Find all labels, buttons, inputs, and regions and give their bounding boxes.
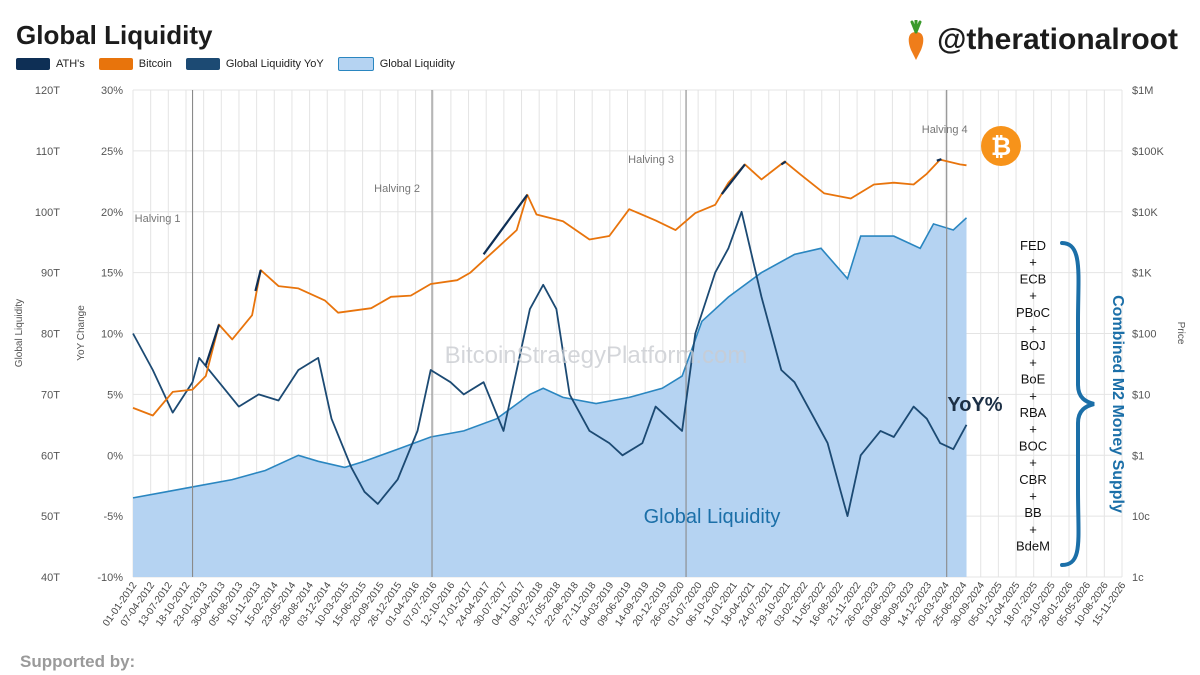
liquidity-tick-label: 80T: [41, 329, 60, 341]
legend-swatch-ath: [16, 58, 50, 70]
yoy-axis-title: YoY Change: [76, 305, 87, 361]
m2-label: Combined M2 Money Supply: [1109, 295, 1126, 513]
handle-text: @therationalroot: [937, 23, 1178, 56]
central-bank-label: BdeM: [1016, 539, 1050, 554]
axes: 40T -10% 1c 50T -5% 10c 60T 0% $1 70T 5% $10 80T 10% $…: [14, 85, 1186, 629]
plus-sign: +: [1029, 522, 1037, 537]
author-handle: @therationalroot: [903, 20, 1178, 60]
central-bank-label: ECB: [1020, 271, 1047, 286]
legend-swatch-bitcoin: [98, 58, 133, 70]
yoy-tick-label: 5%: [107, 389, 123, 401]
liquidity-tick-label: 60T: [41, 450, 60, 462]
yoy-line: [132, 210, 968, 517]
liquidity-fill: [133, 217, 967, 578]
legend-item-yoy[interactable]: Global Liquidity YoY: [185, 58, 324, 70]
legend-item-liquidity[interactable]: Global Liquidity: [337, 57, 455, 71]
yoy-tick-label: 10%: [101, 329, 123, 341]
central-bank-label: FED: [1020, 238, 1046, 253]
legend-item-bitcoin[interactable]: Bitcoin: [98, 58, 172, 70]
price-tick-label: $100K: [1132, 146, 1164, 158]
yoy-tick-label: 30%: [101, 85, 123, 97]
halving-label: Halving 1: [135, 213, 181, 225]
ath-segment: [254, 269, 262, 292]
halving-label: Halving 2: [374, 183, 420, 195]
liquidity-tick-label: 50T: [41, 511, 60, 523]
plus-sign: +: [1029, 422, 1037, 437]
liquidity-line: [132, 217, 968, 499]
liquidity-axis-title: Global Liquidity: [14, 299, 25, 367]
liquidity-tick-label: 100T: [35, 207, 60, 219]
plus-sign: +: [1029, 322, 1037, 337]
ath-segment: [204, 324, 221, 366]
liquidity-tick-label: 70T: [41, 389, 60, 401]
yoy-tick-label: -10%: [97, 572, 123, 584]
yoy-percent-label: YoY%: [947, 394, 1002, 416]
liquidity-area: [132, 217, 968, 578]
yoy-tick-label: -5%: [103, 511, 123, 523]
supported-by: Supported by:: [20, 652, 136, 671]
legend-label-yoy: Global Liquidity YoY: [225, 58, 324, 70]
price-tick-label: 1c: [1132, 572, 1144, 584]
legend-label-bitcoin: Bitcoin: [138, 58, 172, 70]
central-bank-label: BOC: [1019, 438, 1047, 453]
plus-sign: +: [1029, 355, 1037, 370]
central-bank-label: BoE: [1021, 372, 1046, 387]
price-tick-label: $100: [1132, 329, 1156, 341]
plus-sign: +: [1029, 288, 1037, 303]
yoy-tick-label: 0%: [107, 450, 123, 462]
legend-swatch-yoy: [185, 58, 220, 70]
price-tick-label: $10: [1132, 389, 1150, 401]
ath-segment: [780, 160, 787, 166]
price-tick-label: 10c: [1132, 511, 1150, 523]
legend-label-liquidity: Global Liquidity: [379, 58, 455, 70]
plus-sign: +: [1029, 489, 1037, 504]
yoy-tick-label: 20%: [101, 207, 123, 219]
yoy-tick-label: 25%: [101, 146, 123, 158]
bitcoin-logo-glyph: ₿: [991, 133, 1011, 161]
legend-swatch-liquidity: [337, 57, 374, 71]
halving-label: Halving 3: [628, 154, 674, 166]
carrot-icon: [908, 20, 924, 60]
halving-lines: Halving 1 Halving 2 Halving 3 Halving 4: [135, 90, 968, 577]
watermark: BitcoinStrategyPlatform.com: [445, 342, 748, 369]
price-tick-label: $1M: [1132, 85, 1153, 97]
plus-sign: +: [1029, 255, 1037, 270]
central-bank-label: PBoC: [1016, 305, 1050, 320]
bitcoin-series: [132, 158, 967, 417]
brace-icon: [1060, 241, 1095, 567]
price-axis-title: Price: [1175, 322, 1186, 345]
liquidity-tick-label: 120T: [35, 85, 60, 97]
plus-sign: +: [1029, 388, 1037, 403]
central-bank-label: BB: [1024, 505, 1041, 520]
plus-sign: +: [1029, 455, 1037, 470]
ath-segment: [482, 194, 529, 255]
halving-label: Halving 4: [922, 124, 968, 136]
price-tick-label: $1: [1132, 450, 1144, 462]
global-liquidity-label: Global Liquidity: [644, 506, 781, 528]
liquidity-tick-label: 40T: [41, 572, 60, 584]
bitcoin-logo-icon: [981, 126, 1021, 166]
legend-item-ath[interactable]: ATH's: [16, 58, 85, 70]
liquidity-tick-label: 90T: [41, 268, 60, 280]
bitcoin-line: [132, 158, 967, 417]
legend: ATH's Bitcoin Global Liquidity YoY Globa…: [16, 57, 455, 71]
price-tick-label: $10K: [1132, 207, 1158, 219]
yoy-tick-label: 15%: [101, 268, 123, 280]
ath-segment: [720, 163, 746, 195]
ath-series: [204, 158, 942, 366]
annotations: BitcoinStrategyPlatform.com Global Liquid…: [445, 126, 1126, 567]
chart-title: Global Liquidity: [16, 20, 213, 50]
liquidity-tick-label: 110T: [36, 146, 61, 158]
central-bank-label: CBR: [1019, 472, 1046, 487]
yoy-series: [132, 210, 968, 517]
central-bank-label: RBA: [1020, 405, 1047, 420]
price-tick-label: $1K: [1132, 268, 1152, 280]
legend-label-ath: ATH's: [56, 58, 85, 70]
central-bank-label: BOJ: [1020, 338, 1045, 353]
ath-segment: [936, 158, 942, 162]
